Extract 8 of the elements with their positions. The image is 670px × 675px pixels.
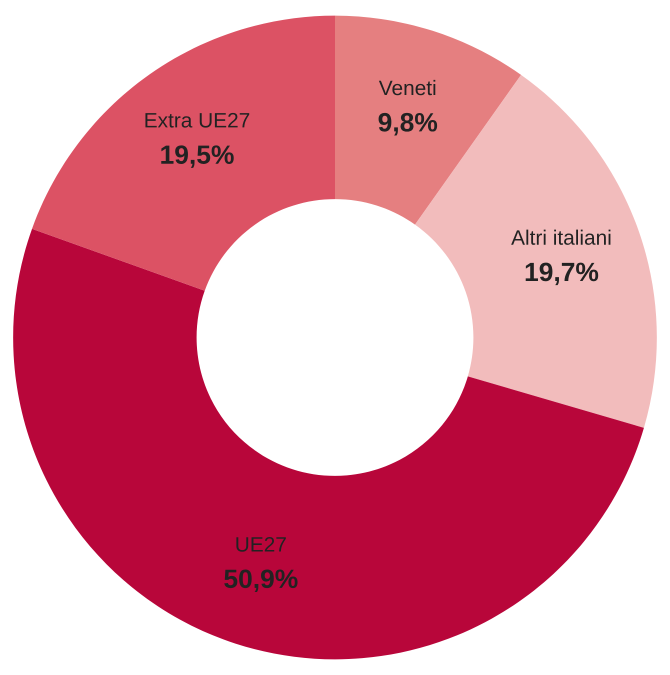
data-label: 19,5% — [161, 145, 234, 168]
slice-label: Veneti — [378, 80, 436, 96]
slice-label: Extra UE27 — [145, 112, 250, 128]
data-label: 19,7% — [526, 262, 598, 286]
slice-label: UE27 — [236, 537, 286, 552]
slice-label: Altri italiani — [511, 230, 610, 245]
data-label: 9,8% — [378, 112, 438, 136]
data-label: 50,9% — [224, 569, 298, 592]
